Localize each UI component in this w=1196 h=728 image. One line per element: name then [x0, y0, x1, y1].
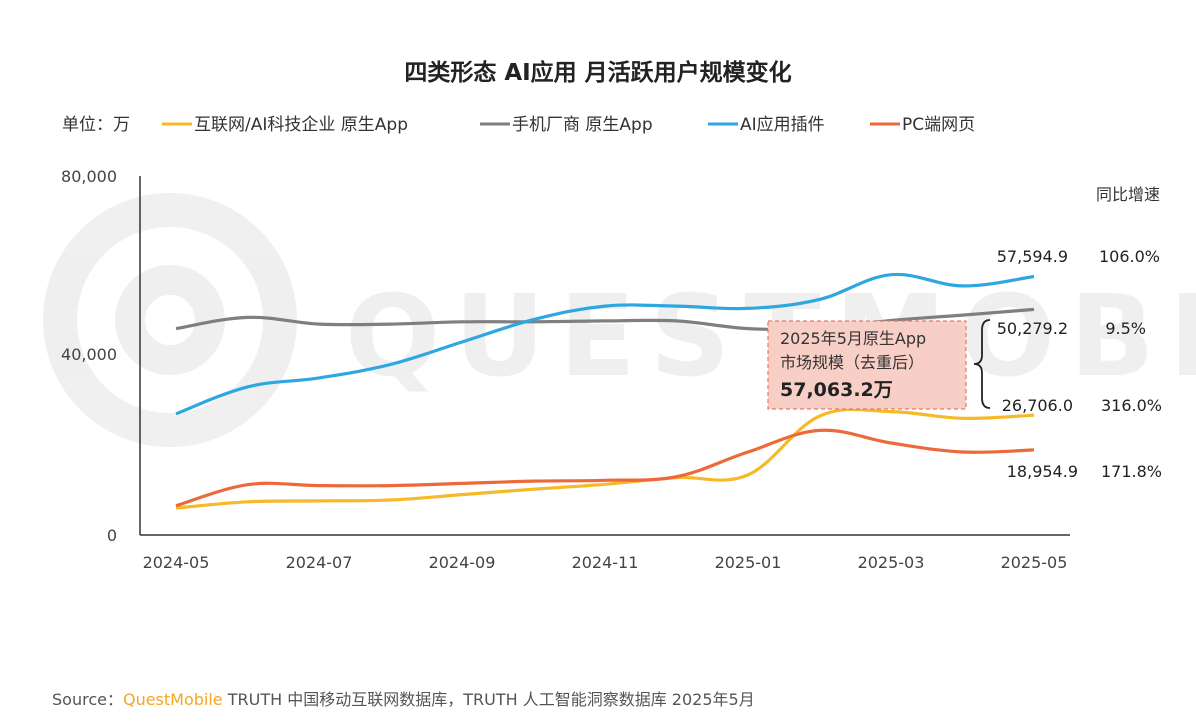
x-tick-label: 2024-11	[572, 553, 639, 572]
y-tick-label: 80,000	[61, 167, 117, 186]
source-note: Source：QuestMobile TRUTH 中国移动互联网数据库，TRUT…	[52, 686, 755, 710]
unit-label: 单位：万	[62, 115, 130, 135]
growth-rate: 106.0%	[1099, 247, 1160, 266]
x-tick-label: 2024-05	[143, 553, 210, 572]
growth-rate: 171.8%	[1101, 462, 1162, 481]
legend-entry-1: 手机厂商 原生App	[512, 115, 653, 135]
source-text: TRUTH 中国移动互联网数据库，TRUTH 人工智能洞察数据库 2025年5月	[222, 690, 755, 709]
x-tick-label: 2025-01	[715, 553, 782, 572]
growth-rate: 9.5%	[1105, 319, 1146, 338]
y-tick-label: 40,000	[61, 345, 117, 364]
series-line-2	[175, 272, 1035, 416]
y-tick-label: 0	[107, 526, 117, 545]
end-value-label: 57,594.9	[997, 247, 1068, 266]
x-tick-label: 2025-05	[1001, 553, 1068, 572]
legend: 单位：万 互联网/AI科技企业 原生App 手机厂商 原生App AI应用插件 …	[62, 115, 975, 135]
legend-entry-3: PC端网页	[902, 115, 975, 135]
legend-entry-2: AI应用插件	[740, 115, 825, 135]
x-tick-label: 2024-09	[429, 553, 496, 572]
x-tick-label: 2025-03	[858, 553, 925, 572]
series-line-3	[175, 428, 1035, 508]
annotation-line2: 市场规模（去重后）	[780, 353, 924, 372]
series-line-0	[175, 407, 1035, 510]
growth-header: 同比增速	[1096, 185, 1160, 204]
annotation-box: 2025年5月原生App 市场规模（去重后） 57,063.2万	[767, 320, 967, 410]
legend-entry-0: 互联网/AI科技企业 原生App	[194, 115, 408, 135]
end-value-label: 26,706.0	[1002, 396, 1073, 415]
brace	[973, 319, 991, 409]
x-tick-label: 2024-07	[286, 553, 353, 572]
chart-title: 四类形态 AI应用 月活跃用户规模变化	[404, 59, 791, 86]
annotation-line1: 2025年5月原生App	[780, 329, 926, 348]
end-value-label: 18,954.9	[1007, 462, 1078, 481]
growth-rate: 316.0%	[1101, 396, 1162, 415]
source-prefix: Source：	[52, 690, 123, 709]
source-brand: QuestMobile	[122, 690, 223, 709]
annotation-value: 57,063.2万	[780, 379, 893, 401]
end-value-label: 50,279.2	[997, 319, 1068, 338]
